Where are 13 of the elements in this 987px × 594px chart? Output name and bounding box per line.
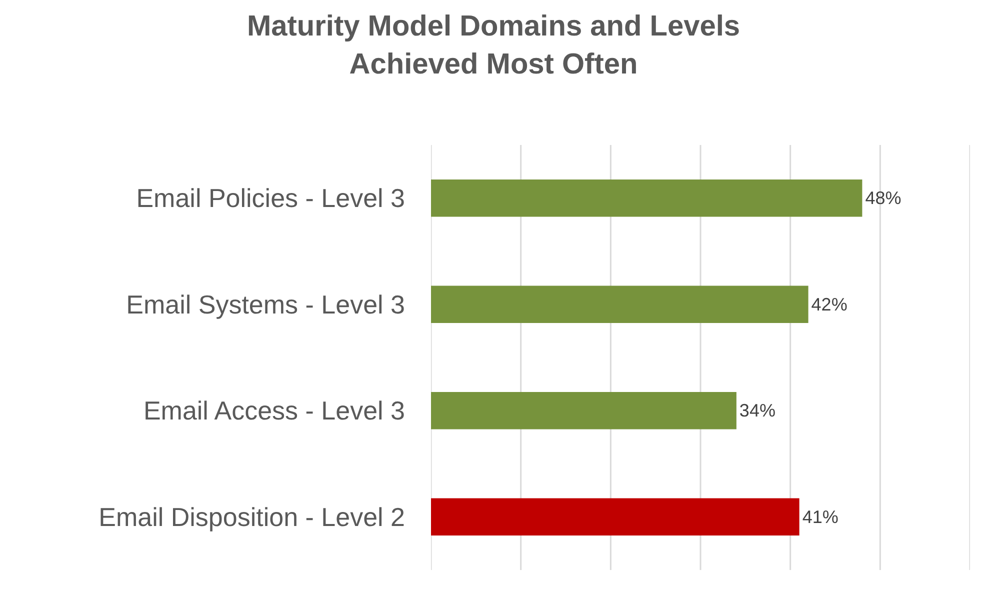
y-tick-label: Email Disposition - Level 2 xyxy=(98,502,405,532)
bar xyxy=(431,286,808,323)
y-tick-label: Email Access - Level 3 xyxy=(143,396,405,426)
bar xyxy=(431,180,862,217)
y-tick-label: Email Policies - Level 3 xyxy=(136,183,405,214)
y-tick-label: Email Systems - Level 3 xyxy=(126,289,405,320)
chart-title: Maturity Model Domains and Levels Achieved Most Often xyxy=(246,10,740,80)
data-label: 41% xyxy=(802,506,838,527)
bar xyxy=(431,498,800,536)
data-label: 42% xyxy=(811,294,848,314)
data-label: 34% xyxy=(739,400,776,421)
bar xyxy=(431,392,736,430)
data-label: 48% xyxy=(865,188,902,208)
